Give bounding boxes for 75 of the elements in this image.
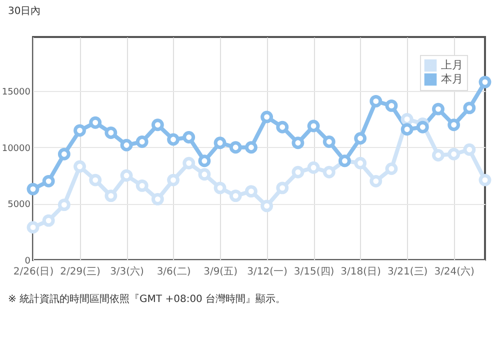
x-tick-label: 3/9(五) — [204, 266, 238, 278]
x-tick-label: 3/6(二) — [156, 266, 191, 278]
point — [432, 102, 444, 116]
point — [478, 174, 492, 186]
x-tick-label: 2/26(日) — [13, 266, 54, 278]
point — [136, 136, 148, 148]
y-tick-label: 0 — [24, 256, 31, 266]
y-tick-label: 10000 — [2, 144, 31, 154]
point — [42, 214, 55, 227]
point — [463, 102, 476, 114]
point — [214, 182, 226, 194]
point — [58, 148, 70, 160]
point — [26, 182, 40, 196]
point — [432, 149, 444, 162]
legend-label: 本月 — [441, 72, 463, 86]
x-tick-label: 2/29(三) — [60, 266, 100, 278]
point — [307, 120, 320, 132]
point — [120, 169, 133, 182]
point — [244, 185, 258, 198]
point — [167, 133, 180, 146]
point — [260, 200, 274, 212]
point — [354, 132, 367, 145]
point — [244, 141, 258, 154]
x-tick-label: 3/24(六) — [434, 266, 475, 278]
point — [478, 76, 492, 88]
x-tick-label: 3/12(一) — [247, 266, 288, 278]
x-tick-label: 3/21(三) — [387, 266, 428, 278]
legend-label: 上月 — [441, 58, 463, 72]
point — [322, 136, 336, 148]
text: ※ 統計資訊的時間區間依照『GMT +08:00 台灣時間』顯示。 — [8, 293, 286, 305]
point — [198, 154, 211, 168]
point — [74, 124, 86, 137]
point — [292, 136, 304, 150]
point — [182, 156, 196, 170]
point — [276, 120, 289, 134]
point — [400, 113, 414, 126]
text: 30日內 — [8, 5, 41, 17]
x-tick-label: 3/18(日) — [340, 266, 382, 278]
point — [89, 174, 102, 186]
point — [416, 120, 429, 134]
point — [89, 116, 102, 129]
point — [448, 118, 460, 132]
y-tick-label: 15000 — [2, 88, 31, 98]
point — [120, 138, 133, 152]
point — [74, 160, 86, 173]
point — [214, 136, 226, 150]
point — [370, 94, 382, 108]
point — [448, 148, 460, 160]
x-tick-label: 3/3(六) — [110, 266, 144, 278]
point — [276, 182, 289, 194]
point — [136, 179, 148, 192]
point — [151, 192, 164, 206]
point — [400, 123, 414, 136]
point — [229, 190, 242, 202]
point — [322, 166, 336, 178]
point — [354, 156, 367, 170]
point — [385, 162, 398, 175]
point — [167, 174, 180, 186]
point — [307, 161, 320, 174]
point — [151, 118, 164, 132]
point — [370, 174, 382, 188]
point — [104, 190, 118, 202]
x-tick-label: 3/15(四) — [294, 266, 334, 278]
point — [292, 166, 304, 178]
point — [26, 221, 40, 234]
point — [198, 168, 211, 181]
point — [385, 99, 398, 112]
point — [58, 198, 70, 212]
y-tick-label: 5000 — [8, 200, 31, 210]
point — [42, 174, 55, 188]
point — [104, 126, 118, 139]
point — [182, 131, 196, 144]
point — [463, 143, 476, 156]
point — [229, 141, 242, 154]
point — [260, 110, 274, 124]
